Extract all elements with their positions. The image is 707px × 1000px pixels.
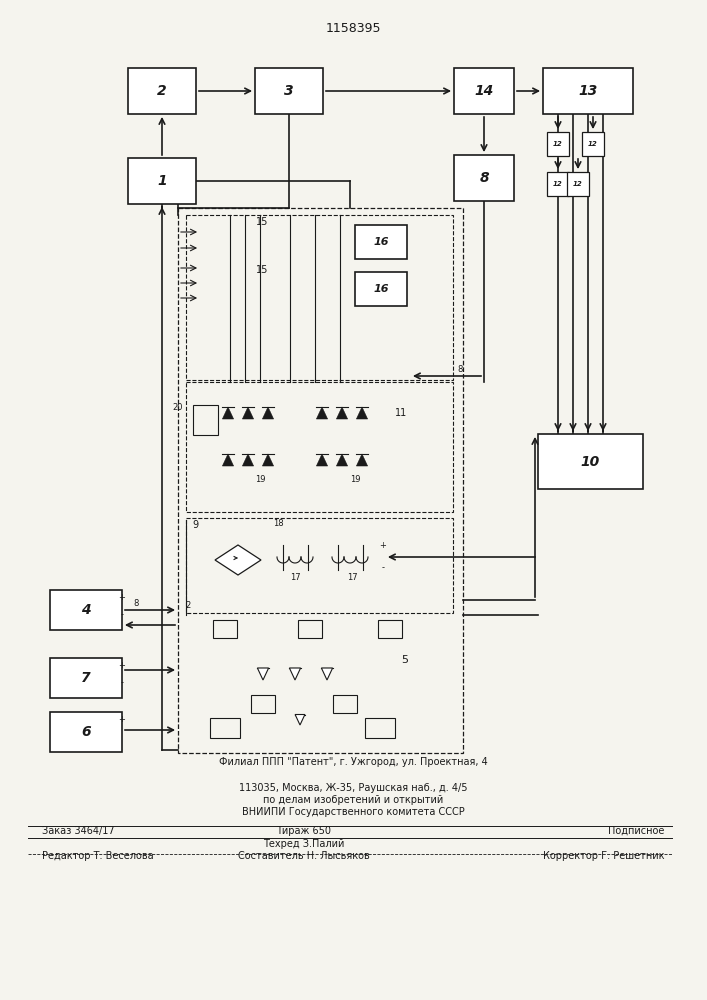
Text: 17: 17: [346, 574, 357, 582]
Bar: [298, 620, 322, 638]
Bar: [186, 518, 453, 613]
Text: 5: 5: [402, 655, 409, 665]
Bar: [128, 68, 196, 114]
Text: -: -: [120, 678, 124, 688]
Bar: [365, 718, 395, 738]
Bar: [50, 658, 122, 698]
Polygon shape: [243, 407, 254, 419]
Polygon shape: [337, 407, 348, 419]
Polygon shape: [262, 407, 274, 419]
Text: 20: 20: [173, 402, 183, 412]
Text: 12: 12: [553, 141, 563, 147]
Text: Корректор Г. Решетник: Корректор Г. Решетник: [543, 851, 665, 861]
Polygon shape: [317, 407, 327, 419]
Polygon shape: [356, 407, 368, 419]
Bar: [582, 132, 604, 156]
Bar: [454, 68, 514, 114]
Bar: [355, 225, 407, 259]
Text: Тираж 650: Тираж 650: [276, 826, 332, 836]
Text: 7: 7: [81, 671, 90, 685]
Polygon shape: [295, 714, 305, 725]
Text: 8: 8: [479, 171, 489, 185]
Bar: [543, 68, 633, 114]
Text: -: -: [120, 610, 124, 619]
Bar: [213, 620, 237, 638]
Text: 8: 8: [134, 598, 139, 607]
Bar: [50, 712, 122, 752]
Text: 10: 10: [581, 454, 600, 468]
Bar: [178, 208, 463, 753]
Bar: [251, 695, 275, 713]
Text: 2: 2: [157, 84, 167, 98]
Text: 14: 14: [474, 84, 493, 98]
Text: 18: 18: [273, 518, 284, 528]
Polygon shape: [289, 668, 300, 680]
Polygon shape: [356, 454, 368, 466]
Bar: [193, 405, 218, 435]
Polygon shape: [262, 454, 274, 466]
Text: 16: 16: [373, 237, 389, 247]
Text: 12: 12: [553, 181, 563, 187]
Text: Составитель Н. Лысьяков: Составитель Н. Лысьяков: [238, 851, 370, 861]
Bar: [186, 215, 453, 380]
Text: 3: 3: [284, 84, 294, 98]
Polygon shape: [257, 668, 269, 680]
Bar: [538, 434, 643, 489]
Text: 12: 12: [573, 181, 583, 187]
Text: +: +: [119, 660, 125, 670]
Text: 12: 12: [588, 141, 598, 147]
Text: 6: 6: [81, 725, 90, 739]
Text: Техред З.Палий: Техред З.Палий: [263, 839, 345, 849]
Text: 1158395: 1158395: [325, 21, 381, 34]
Polygon shape: [337, 454, 348, 466]
Text: 13: 13: [578, 84, 597, 98]
Text: 4: 4: [81, 603, 90, 617]
Text: 19: 19: [350, 476, 361, 485]
Text: 15: 15: [256, 217, 268, 227]
Text: 9: 9: [192, 520, 198, 530]
Polygon shape: [215, 545, 261, 575]
Bar: [333, 695, 357, 713]
Text: 113035, Москва, Ж-35, Раушская наб., д. 4/5: 113035, Москва, Ж-35, Раушская наб., д. …: [239, 783, 468, 793]
Text: 8: 8: [457, 365, 462, 374]
Bar: [50, 590, 122, 630]
Text: по делам изобретений и открытий: по делам изобретений и открытий: [264, 795, 443, 805]
Bar: [186, 382, 453, 512]
Bar: [128, 158, 196, 204]
Text: 16: 16: [373, 284, 389, 294]
Polygon shape: [317, 454, 327, 466]
Text: Подписное: Подписное: [608, 826, 665, 836]
Polygon shape: [223, 454, 233, 466]
Bar: [547, 132, 569, 156]
Text: 17: 17: [290, 574, 300, 582]
Polygon shape: [322, 668, 332, 680]
Polygon shape: [243, 454, 254, 466]
Text: 15: 15: [256, 265, 268, 275]
Bar: [547, 172, 569, 196]
Text: Редактор Т. Веселова: Редактор Т. Веселова: [42, 851, 154, 861]
Bar: [378, 620, 402, 638]
Text: 11: 11: [395, 408, 407, 418]
Text: +: +: [119, 592, 125, 601]
Text: 1: 1: [157, 174, 167, 188]
Text: 2: 2: [185, 600, 190, 609]
Bar: [454, 155, 514, 201]
Polygon shape: [223, 407, 233, 419]
Bar: [355, 272, 407, 306]
Text: +: +: [119, 716, 125, 724]
Text: 19: 19: [255, 476, 265, 485]
Text: Заказ 3464/17: Заказ 3464/17: [42, 826, 115, 836]
Bar: [567, 172, 589, 196]
Bar: [255, 68, 323, 114]
Text: ВНИИПИ Государственного комитета СССР: ВНИИПИ Государственного комитета СССР: [242, 807, 465, 817]
Text: +: +: [380, 540, 387, 550]
Text: Филиал ППП "Патент", г. Ужгород, ул. Проектная, 4: Филиал ППП "Патент", г. Ужгород, ул. Про…: [219, 757, 488, 767]
Text: -: -: [382, 564, 385, 572]
Bar: [210, 718, 240, 738]
